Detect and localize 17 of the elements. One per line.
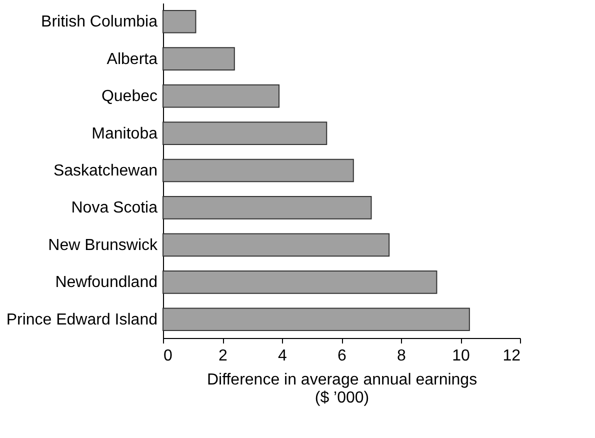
y-tick-label: Manitoba [92,125,158,142]
x-tick-label: 12 [502,348,521,364]
x-tick-label: 8 [397,348,406,364]
y-tick-label: Nova Scotia [71,200,158,217]
y-tick-label: New Brunswick [48,236,158,254]
x-tick-label: 2 [218,348,228,364]
y-tick-label: Saskatchewan [53,162,158,180]
y-tick-label: Alberta [106,50,158,68]
x-tick-label: 6 [338,348,347,364]
x-axis-title: Difference in average annual earnings ($ ’000) [206,372,478,406]
y-tick-label: Newfoundland [55,274,158,292]
y-tick-label: Prince Edward Island [6,311,158,328]
x-tick-label: 4 [278,348,288,364]
y-tick-label: Quebec [101,88,158,106]
x-tick-label: 10 [452,348,470,364]
y-tick-label: British Columbia [41,14,158,31]
x-tick-label: 0 [164,348,172,364]
